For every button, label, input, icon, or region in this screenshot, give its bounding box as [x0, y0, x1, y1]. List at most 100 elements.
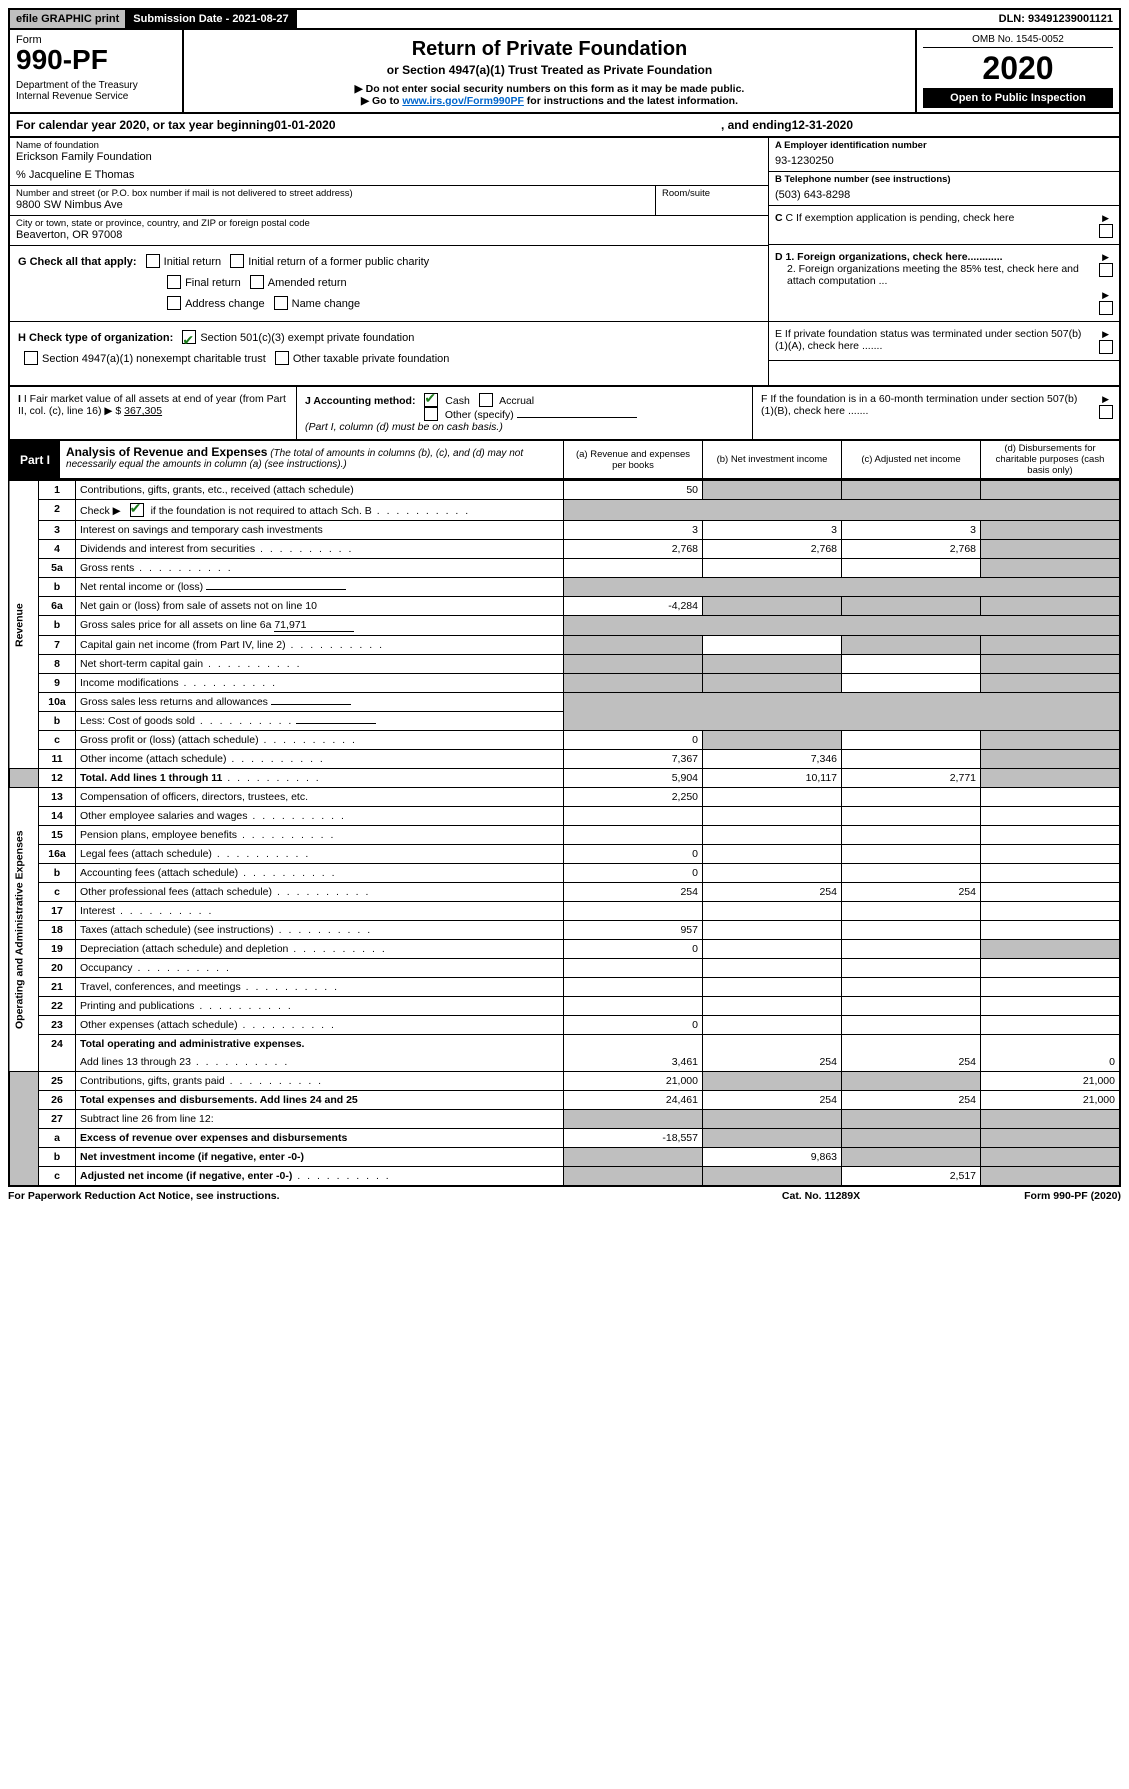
checkbox-final-return[interactable]	[167, 275, 181, 289]
checkbox-501c3[interactable]	[182, 330, 196, 344]
room-cell: Room/suite	[655, 186, 768, 216]
g-label: G Check all that apply:	[18, 256, 137, 268]
amt-b	[703, 902, 842, 921]
line-no: 23	[39, 1016, 76, 1035]
table-row: b Net rental income or (loss)	[9, 578, 1120, 597]
ijf-row: I I Fair market value of all assets at e…	[8, 387, 1121, 441]
opt-final: Final return	[185, 277, 241, 289]
line-desc: Other expenses (attach schedule)	[76, 1016, 564, 1035]
checkbox-accrual[interactable]	[479, 393, 493, 407]
amt-d	[981, 845, 1121, 864]
amt-c	[842, 731, 981, 750]
opt-initial: Initial return	[164, 256, 221, 268]
table-row: 6a Net gain or (loss) from sale of asset…	[9, 597, 1120, 616]
amt-a: 2,768	[564, 540, 703, 559]
line-no: a	[39, 1129, 76, 1148]
line-desc: Contributions, gifts, grants paid	[76, 1072, 564, 1091]
amt-a	[564, 674, 703, 693]
checkbox-amended-return[interactable]	[250, 275, 264, 289]
amt-d	[981, 521, 1121, 540]
line-no: 11	[39, 750, 76, 769]
amt-c	[842, 1016, 981, 1035]
table-row: a Excess of revenue over expenses and di…	[9, 1129, 1120, 1148]
side-spacer	[9, 1072, 39, 1187]
line-desc: Net short-term capital gain	[76, 655, 564, 674]
line-desc: Dividends and interest from securities	[76, 540, 564, 559]
j-accrual: Accrual	[499, 395, 534, 407]
checkbox-f[interactable]	[1099, 405, 1113, 419]
table-row: 26 Total expenses and disbursements. Add…	[9, 1091, 1120, 1110]
line-no: c	[39, 883, 76, 902]
j-other: Other (specify)	[445, 409, 514, 421]
amt-d	[981, 559, 1121, 578]
page-footer: For Paperwork Reduction Act Notice, see …	[8, 1187, 1121, 1202]
amt-b	[703, 1167, 842, 1187]
f-label: F If the foundation is in a 60-month ter…	[761, 393, 1087, 417]
amt-b: 2,768	[703, 540, 842, 559]
amt-c: 2,768	[842, 540, 981, 559]
amt-b	[703, 845, 842, 864]
line-no: b	[39, 864, 76, 883]
opt-other-tax: Other taxable private foundation	[293, 353, 450, 365]
amt-b	[703, 481, 842, 500]
opt-4947: Section 4947(a)(1) nonexempt charitable …	[42, 353, 266, 365]
checkbox-d1[interactable]	[1099, 263, 1113, 277]
table-row: 23 Other expenses (attach schedule) 0	[9, 1016, 1120, 1035]
amt-c: 254	[842, 883, 981, 902]
checkbox-cash[interactable]	[424, 393, 438, 407]
amt-b	[703, 940, 842, 959]
addr-label: Number and street (or P.O. box number if…	[16, 188, 649, 199]
checkbox-initial-former[interactable]	[230, 254, 244, 268]
cal-begin: 01-01-2020	[274, 118, 335, 132]
checkbox-other-taxable[interactable]	[275, 351, 289, 365]
checkbox-sch-b[interactable]	[130, 503, 144, 517]
d2-label: 2. Foreign organizations meeting the 85%…	[775, 263, 1087, 287]
e-check: E If private foundation status was termi…	[769, 322, 1119, 361]
j-note: (Part I, column (d) must be on cash basi…	[305, 421, 503, 433]
checkbox-e[interactable]	[1099, 340, 1113, 354]
table-row: 22 Printing and publications	[9, 997, 1120, 1016]
col-d-head: (d) Disbursements for charitable purpose…	[981, 441, 1119, 478]
amt-c	[842, 1129, 981, 1148]
amt-a	[564, 1110, 703, 1129]
c-label: C If exemption application is pending, c…	[786, 212, 1015, 224]
line-desc: Net rental income or (loss)	[76, 578, 564, 597]
phone-cell: B Telephone number (see instructions) (5…	[769, 172, 1119, 206]
address-row: Number and street (or P.O. box number if…	[10, 186, 768, 216]
table-row: c Gross profit or (loss) (attach schedul…	[9, 731, 1120, 750]
amt-a	[564, 655, 703, 674]
amt-c	[842, 826, 981, 845]
line-desc: Printing and publications	[76, 997, 564, 1016]
checkbox-4947[interactable]	[24, 351, 38, 365]
r2-post: if the foundation is not required to att…	[148, 505, 372, 517]
table-row: 12 Total. Add lines 1 through 11 5,90410…	[9, 769, 1120, 788]
amt-a: 0	[564, 864, 703, 883]
checkbox-c[interactable]	[1099, 224, 1113, 238]
ein-label: A Employer identification number	[775, 140, 927, 151]
line-desc: Pension plans, employee benefits	[76, 826, 564, 845]
header-right: OMB No. 1545-0052 2020 Open to Public In…	[917, 30, 1119, 112]
amt-a	[564, 902, 703, 921]
checkbox-initial-return[interactable]	[146, 254, 160, 268]
line-desc: Compensation of officers, directors, tru…	[76, 788, 564, 807]
amt-b	[703, 921, 842, 940]
amt-a: 0	[564, 731, 703, 750]
amt-d	[981, 959, 1121, 978]
amt-d	[981, 481, 1121, 500]
opt-initial-former: Initial return of a former public charit…	[248, 256, 429, 268]
f-check-placeholder	[769, 361, 1119, 385]
line-desc: Total. Add lines 1 through 11	[76, 769, 564, 788]
city-cell: City or town, state or province, country…	[10, 216, 768, 245]
line-no: 22	[39, 997, 76, 1016]
checkbox-other-method[interactable]	[424, 407, 438, 421]
checkbox-name-change[interactable]	[274, 296, 288, 310]
amt-d	[981, 750, 1121, 769]
line-desc: Subtract line 26 from line 12:	[76, 1110, 564, 1129]
checkbox-d2[interactable]	[1099, 301, 1113, 315]
instructions-link[interactable]: www.irs.gov/Form990PF	[402, 95, 524, 107]
line-desc: Check ▶ if the foundation is not require…	[76, 500, 564, 521]
line-no: 18	[39, 921, 76, 940]
g-checks: G Check all that apply: Initial return I…	[10, 245, 768, 322]
part1-desc: Analysis of Revenue and Expenses (The to…	[60, 441, 564, 478]
checkbox-address-change[interactable]	[167, 296, 181, 310]
